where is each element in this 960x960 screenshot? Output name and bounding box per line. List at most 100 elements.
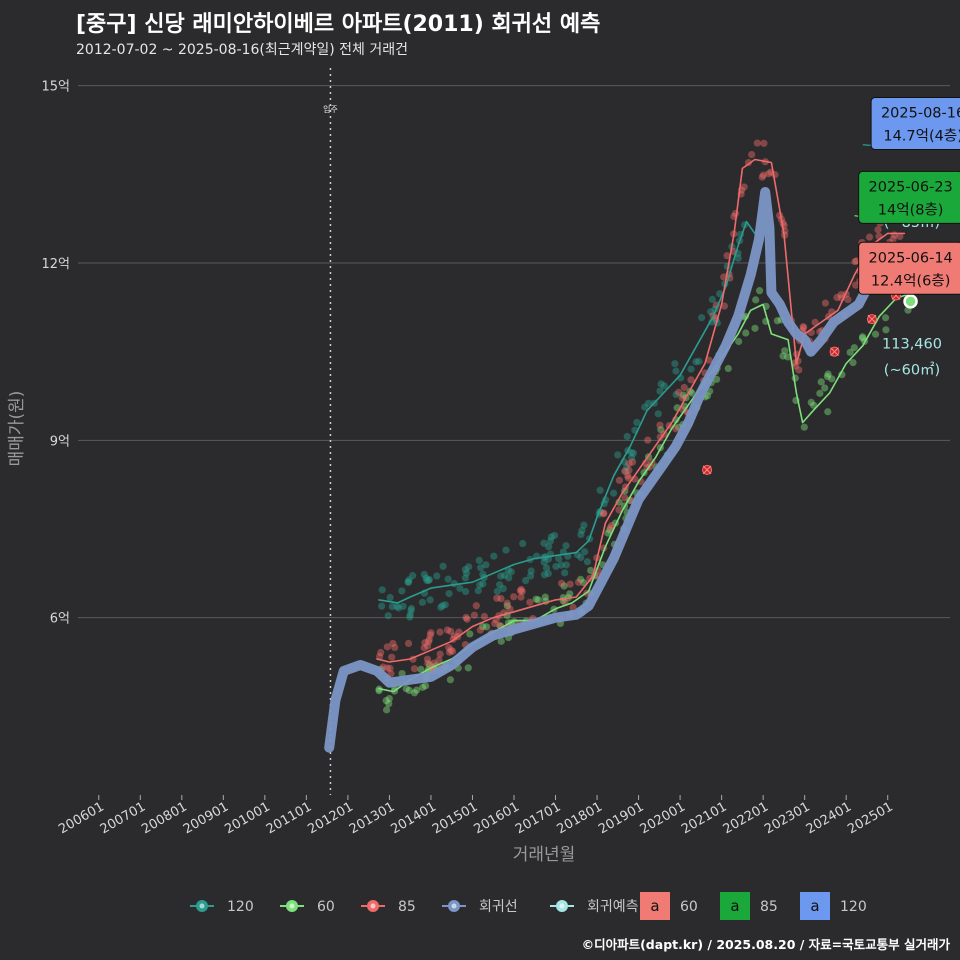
scatter-point-120 <box>398 587 406 595</box>
scatter-point-60 <box>784 353 792 361</box>
legend-item-60: 60 <box>280 899 335 915</box>
y-tick-label: 9억 <box>50 434 70 449</box>
scatter-point-60 <box>752 296 760 304</box>
legend-box-label: 85 <box>760 899 778 915</box>
scatter-point-120 <box>425 576 433 585</box>
scatter-point-60 <box>385 700 393 708</box>
scatter-point-85 <box>436 650 444 658</box>
scatter-point-85 <box>731 209 740 218</box>
legend-label: 85 <box>398 899 416 915</box>
x-tick-label: 200601 <box>56 799 106 837</box>
scatter-point-85 <box>599 510 608 518</box>
legend: 120 60 85 회귀선 회귀예측 a 60 a 85 a 120 <box>190 892 867 920</box>
scatter-point-120 <box>657 380 665 388</box>
scatter-point-120 <box>522 576 530 585</box>
scatter-point-85 <box>606 524 614 532</box>
scatter-point-60 <box>426 661 434 669</box>
callout-2025-08-16: 2025-08-16 14.7억(4층) <box>862 96 960 151</box>
scatter-point-120 <box>614 451 622 459</box>
scatter-point-120 <box>394 604 403 612</box>
scatter-point-60 <box>532 595 540 603</box>
scatter-point-85 <box>852 281 860 289</box>
scatter-point-85 <box>765 170 773 178</box>
scatter-point-60 <box>712 375 721 383</box>
scatter-point-85 <box>387 670 395 678</box>
scatter-point-60 <box>497 637 505 645</box>
y-axis-label: 매매가(원) <box>7 391 27 467</box>
scatter-point-60 <box>604 529 612 537</box>
scatter-point-120 <box>393 602 401 610</box>
scatter-point-120 <box>474 587 482 595</box>
scatter-point-120 <box>540 539 548 547</box>
scatter-point-85 <box>472 602 480 610</box>
forecast-point <box>903 294 918 309</box>
scatter-point-120 <box>386 593 394 602</box>
scatter-point-85 <box>800 324 808 332</box>
x-tick-label: 201501 <box>430 799 480 837</box>
scatter-point-60 <box>417 665 425 673</box>
scatter-point-85 <box>518 587 526 596</box>
scatter-point-60 <box>881 314 890 322</box>
scatter-point-120 <box>493 587 501 595</box>
source-credit: ©디아파트(dapt.kr) / 2025.08.20 / 자료=국토교통부 실… <box>581 937 950 952</box>
scatter-point-120 <box>456 584 464 592</box>
scatter-points <box>375 139 912 714</box>
scatter-point-60 <box>735 337 743 346</box>
scatter-point-60 <box>779 352 787 360</box>
scatter-point-120 <box>562 542 570 550</box>
scatter-point-85 <box>470 611 478 619</box>
scatter-point-60 <box>679 391 687 399</box>
x-tick-label: 201101 <box>264 799 314 837</box>
scatter-point-120 <box>425 575 434 584</box>
scatter-point-120 <box>519 539 527 548</box>
legend-label: 회귀선 <box>479 899 518 915</box>
scatter-point-85 <box>656 421 664 429</box>
scatter-point-120 <box>557 561 565 569</box>
scatter-point-60 <box>849 359 857 367</box>
scatter-point-60 <box>828 375 836 383</box>
scatter-point-120 <box>654 410 662 418</box>
legend-item-회귀예측: 회귀예측 <box>550 899 639 915</box>
scatter-point-120 <box>406 611 414 619</box>
scatter-point-85 <box>497 594 505 603</box>
scatter-point-120 <box>426 596 434 604</box>
callouts: 2025-08-1614.7억(4층)2025-06-2314억(8층)2025… <box>854 96 960 295</box>
scatter-point-120 <box>399 602 407 610</box>
callout-box <box>858 241 960 295</box>
scatter-point-85 <box>383 664 391 672</box>
legend-label: 60 <box>317 899 335 915</box>
scatter-point-85 <box>890 231 898 239</box>
scatter-point-120 <box>687 365 695 373</box>
scatter-point-85 <box>799 323 807 331</box>
legend-label: 회귀예측 <box>587 899 639 915</box>
scatter-point-120 <box>502 546 510 554</box>
scatter-point-120 <box>500 571 509 579</box>
scatter-point-60 <box>823 372 832 381</box>
scatter-point-120 <box>562 561 570 569</box>
scatter-point-120 <box>561 569 569 577</box>
scatter-point-85 <box>506 605 514 613</box>
scatter-point-120 <box>405 576 413 584</box>
scatter-point-120 <box>507 568 515 576</box>
x-tick-label: 201901 <box>596 799 646 837</box>
scatter-point-85 <box>837 291 845 299</box>
scatter-point-85 <box>443 626 452 634</box>
scatter-point-85 <box>557 579 566 587</box>
scatter-point-60 <box>816 389 824 397</box>
scatter-point-120 <box>407 604 416 613</box>
scatter-point-85 <box>476 626 484 634</box>
scatter-point-85 <box>430 659 438 667</box>
scatter-point-120 <box>540 558 548 566</box>
scatter-point-120 <box>577 553 585 562</box>
scatter-point-120 <box>438 602 447 610</box>
scatter-point-85 <box>889 235 897 243</box>
legend-box-85: a 85 <box>720 892 778 920</box>
legend-box <box>640 892 670 920</box>
scatter-point-85 <box>625 460 633 468</box>
scatter-point-60 <box>858 334 867 342</box>
x-tick-label: 202301 <box>762 799 812 837</box>
scatter-point-120 <box>656 387 664 395</box>
scatter-point-85 <box>680 383 688 392</box>
scatter-point-85 <box>608 521 616 530</box>
